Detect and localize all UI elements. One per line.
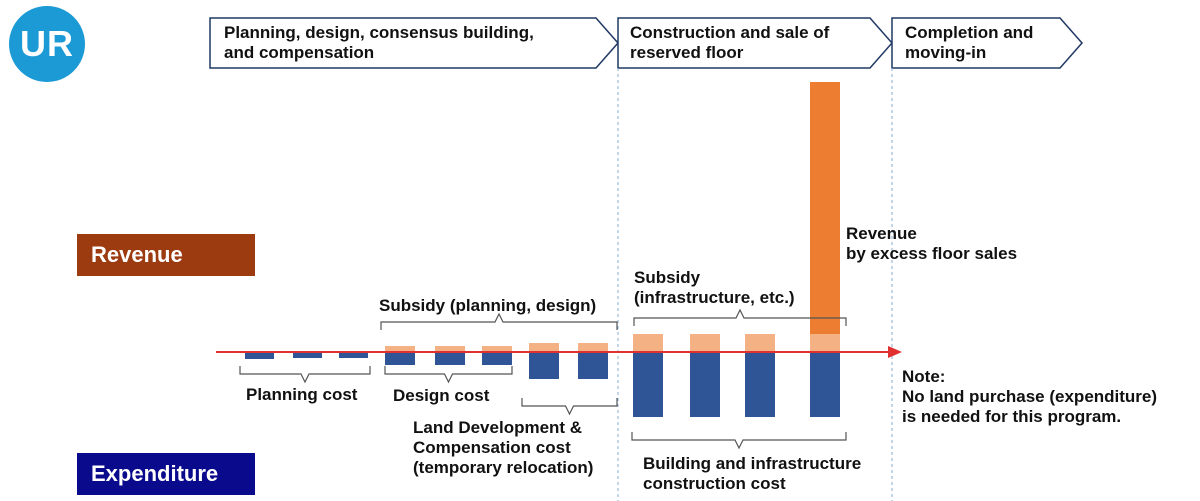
expenditure-category-box: Expenditure: [77, 453, 255, 495]
phase-label-completion: Completion and moving-in: [905, 23, 1034, 62]
revenue-bar-excess-floor: [810, 82, 840, 334]
expenditure-bar-7: [529, 352, 559, 379]
expenditure-bar-8: [578, 352, 608, 379]
expenditure-bar-4: [385, 352, 415, 365]
subsidy-bar-5: [435, 346, 465, 352]
phase-chevron-3: [891, 17, 1083, 69]
subsidy-infrastructure-label: Subsidy (infrastructure, etc.): [634, 268, 795, 307]
expenditure-bar-9: [633, 352, 663, 417]
subsidy-bar-9: [633, 334, 663, 352]
expenditure-bar-12: [810, 352, 840, 417]
subsidy-planning-label: Subsidy (planning, design): [379, 296, 597, 315]
phase-chevron-2: [617, 17, 893, 69]
subsidy-bar-8: [578, 343, 608, 352]
subsidy-bar-4: [385, 346, 415, 352]
subsidy-bar-12: [810, 334, 840, 352]
revenue-category-box: Revenue: [77, 234, 255, 276]
phase-chevron-1: [209, 17, 619, 69]
expenditure-bar-6: [482, 352, 512, 365]
bracket-design-cost: [384, 366, 513, 384]
revenue-excess-floor-label: Revenue by excess floor sales: [846, 224, 1018, 263]
bracket-planning-cost: [239, 366, 371, 384]
axis-arrow-head: [888, 346, 902, 358]
building-cost-label: Building and infrastructure construction…: [643, 454, 862, 493]
bracket-building-cost: [631, 432, 847, 450]
phase-label-construction: Construction and sale of reserved floor: [630, 23, 830, 62]
phase-label-planning: Planning, design, consensus building, an…: [224, 23, 534, 62]
land-development-label: Land Development & Compensation cost (te…: [413, 418, 594, 477]
expenditure-bar-3: [339, 352, 368, 358]
bracket-land-development: [521, 398, 618, 416]
subsidy-bar-7: [529, 343, 559, 352]
subsidy-bar-6: [482, 346, 512, 352]
subsidy-bar-11: [745, 334, 775, 352]
design-cost-label: Design cost: [393, 386, 490, 405]
bracket-subsidy-infrastructure: [633, 308, 847, 326]
expenditure-bar-11: [745, 352, 775, 417]
expenditure-bar-10: [690, 352, 720, 417]
expenditure-bar-1: [245, 352, 274, 359]
subsidy-bar-10: [690, 334, 720, 352]
ur-logo: UR: [9, 6, 85, 82]
expenditure-bar-5: [435, 352, 465, 365]
expenditure-bar-2: [293, 352, 322, 358]
bracket-subsidy-planning: [380, 312, 618, 330]
note-label: Note: No land purchase (expenditure) is …: [902, 367, 1158, 426]
planning-cost-label: Planning cost: [246, 385, 358, 404]
